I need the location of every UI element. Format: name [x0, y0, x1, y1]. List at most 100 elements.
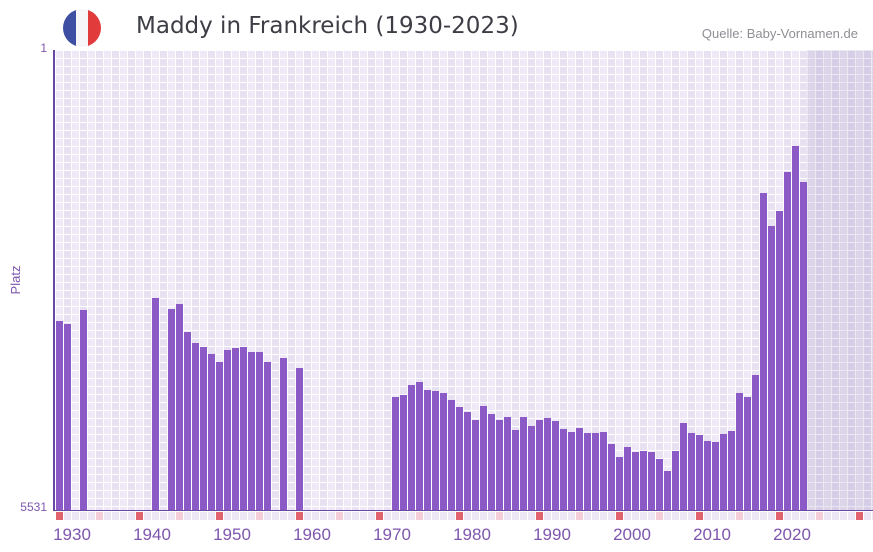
bar-1955[interactable] — [264, 362, 271, 510]
bar-2016[interactable] — [752, 374, 759, 510]
bar-1993[interactable] — [568, 431, 575, 510]
bar-1992[interactable] — [560, 428, 567, 510]
x-tick-1940: 1940 — [133, 525, 171, 544]
bar-1982[interactable] — [480, 406, 487, 510]
bar-1946[interactable] — [192, 342, 199, 510]
bar-1944[interactable] — [176, 304, 183, 510]
bar-2017[interactable] — [760, 192, 767, 510]
flag-red-stripe — [88, 9, 101, 47]
bar-2003[interactable] — [648, 452, 655, 510]
bar-1997[interactable] — [600, 431, 607, 510]
bar-1949[interactable] — [216, 362, 223, 510]
bar-1943[interactable] — [168, 309, 175, 510]
bar-2021[interactable] — [792, 145, 799, 510]
decade-marker-strip — [55, 512, 873, 520]
bar-1950[interactable] — [224, 350, 231, 510]
bar-2018[interactable] — [768, 226, 775, 510]
x-tick-1960: 1960 — [293, 525, 331, 544]
bar-1978[interactable] — [448, 400, 455, 510]
bar-2015[interactable] — [744, 397, 751, 510]
bar-1984[interactable] — [496, 419, 503, 510]
bar-1951[interactable] — [232, 348, 239, 510]
bar-1988[interactable] — [528, 425, 535, 510]
bar-2002[interactable] — [640, 451, 647, 510]
x-tick-2020: 2020 — [773, 525, 811, 544]
bar-1983[interactable] — [488, 414, 495, 510]
x-axis-line — [53, 509, 873, 512]
y-tick-max: 5531 — [20, 500, 47, 514]
bar-2004[interactable] — [656, 459, 663, 510]
bar-1973[interactable] — [408, 384, 415, 510]
strip-mark-pink-1954 — [256, 512, 263, 520]
bar-1947[interactable] — [200, 346, 207, 510]
bar-1957[interactable] — [280, 358, 287, 510]
source-credit: Quelle: Baby-Vornamen.de — [701, 26, 858, 41]
bar-1986[interactable] — [512, 429, 519, 510]
bar-1953[interactable] — [248, 352, 255, 510]
bar-2005[interactable] — [664, 470, 671, 510]
bar-2012[interactable] — [720, 433, 727, 510]
y-axis-title: Platz — [8, 265, 23, 295]
bar-1981[interactable] — [472, 419, 479, 510]
strip-mark-pink-1934 — [96, 512, 103, 520]
x-tick-1950: 1950 — [213, 525, 251, 544]
strip-mark-pink-1964 — [336, 512, 343, 520]
bar-1945[interactable] — [184, 331, 191, 510]
y-axis-line — [53, 50, 55, 511]
strip-mark-red-1979 — [456, 512, 463, 520]
bar-2019[interactable] — [776, 211, 783, 510]
strip-mark-red-2009 — [696, 512, 703, 520]
bar-2010[interactable] — [704, 441, 711, 510]
bar-2013[interactable] — [728, 430, 735, 510]
bar-1929[interactable] — [56, 321, 63, 510]
plot-area[interactable] — [55, 50, 873, 510]
bar-2014[interactable] — [736, 392, 743, 510]
bar-1989[interactable] — [536, 419, 543, 510]
strip-mark-red-1939 — [136, 512, 143, 520]
strip-mark-pink-1944 — [176, 512, 183, 520]
strip-mark-red-1959 — [296, 512, 303, 520]
bar-1977[interactable] — [440, 392, 447, 510]
bar-1972[interactable] — [400, 395, 407, 510]
bar-1976[interactable] — [432, 390, 439, 510]
strip-mark-red-1969 — [376, 512, 383, 520]
bar-1994[interactable] — [576, 427, 583, 510]
bar-1979[interactable] — [456, 407, 463, 510]
bar-2008[interactable] — [688, 432, 695, 510]
bar-1959[interactable] — [296, 368, 303, 510]
bar-1999[interactable] — [616, 457, 623, 510]
bar-2007[interactable] — [680, 422, 687, 510]
strip-mark-red-2029 — [856, 512, 863, 520]
strip-mark-red-1949 — [216, 512, 223, 520]
bar-1995[interactable] — [584, 432, 591, 510]
bar-1975[interactable] — [424, 389, 431, 510]
bar-1985[interactable] — [504, 417, 511, 510]
bar-1930[interactable] — [64, 324, 71, 510]
bar-1948[interactable] — [208, 354, 215, 510]
bar-1991[interactable] — [552, 420, 559, 510]
bar-1971[interactable] — [392, 397, 399, 510]
strip-mark-pink-1984 — [496, 512, 503, 520]
y-tick-min: 1 — [40, 41, 47, 55]
bar-1990[interactable] — [544, 418, 551, 510]
bar-2000[interactable] — [624, 447, 631, 510]
bar-2022[interactable] — [800, 182, 807, 510]
bar-1932[interactable] — [80, 310, 87, 510]
bar-2006[interactable] — [672, 451, 679, 510]
bar-1952[interactable] — [240, 346, 247, 510]
bar-1996[interactable] — [592, 432, 599, 510]
bar-1980[interactable] — [464, 412, 471, 510]
bar-1954[interactable] — [256, 352, 263, 510]
x-tick-1970: 1970 — [373, 525, 411, 544]
strip-mark-pink-2014 — [736, 512, 743, 520]
bar-2009[interactable] — [696, 434, 703, 510]
bar-1998[interactable] — [608, 444, 615, 510]
bar-1974[interactable] — [416, 381, 423, 510]
bar-2001[interactable] — [632, 452, 639, 510]
bar-1987[interactable] — [520, 417, 527, 510]
bar-2011[interactable] — [712, 442, 719, 510]
strip-mark-pink-2024 — [816, 512, 823, 520]
bar-1941[interactable] — [152, 297, 159, 510]
bar-2020[interactable] — [784, 172, 791, 510]
